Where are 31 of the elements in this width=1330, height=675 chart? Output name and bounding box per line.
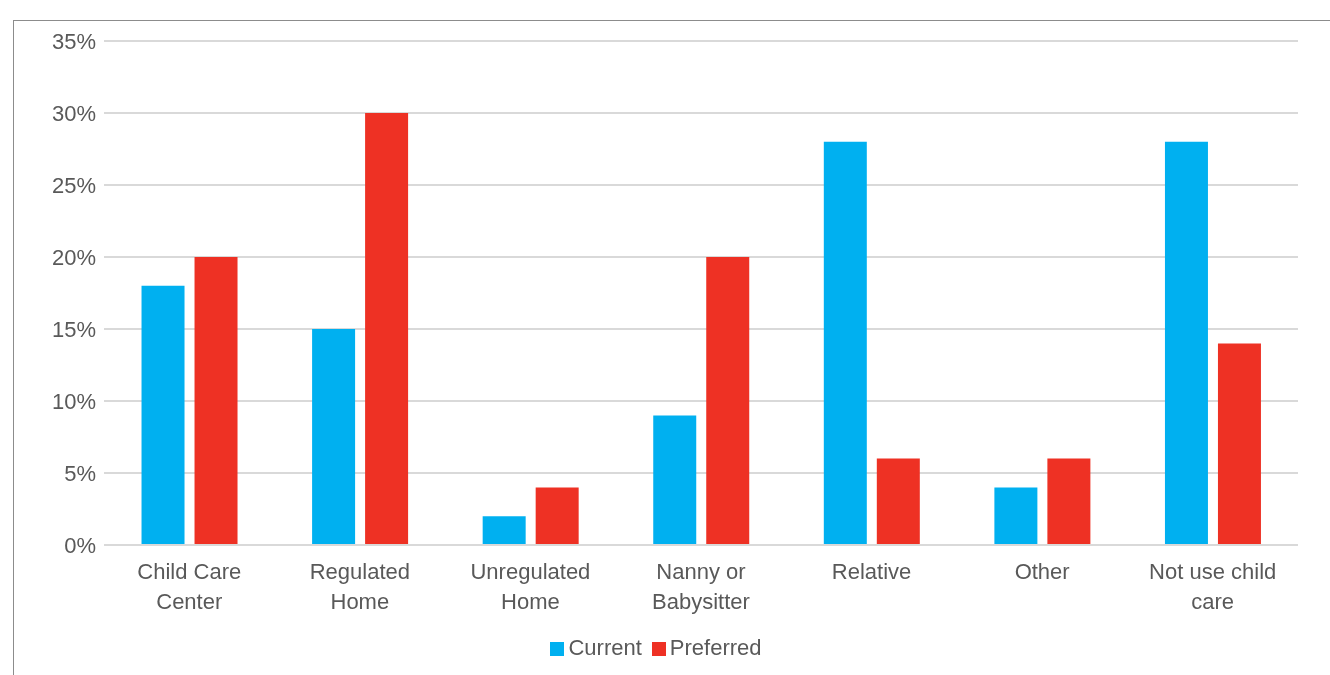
bar [876,458,920,545]
x-tick-label: Child Care Center [137,559,242,614]
y-tick-label: 15% [51,316,96,342]
y-tick-label: 30% [51,100,96,126]
bar [1217,343,1261,545]
bar [194,257,238,545]
y-tick-label: 5% [64,460,96,486]
y-tick-label: 25% [51,172,96,198]
y-tick-label: 10% [51,388,96,414]
bar [1047,458,1091,545]
x-tick-label: Not use child care [1149,559,1277,614]
x-tick-label: Unregulated Home [470,559,591,614]
y-tick-label: 20% [51,244,96,270]
bar [535,487,579,545]
bar [653,415,697,545]
bar [482,516,526,545]
x-tick-label: Regulated Home [309,559,411,614]
bar [1164,141,1208,545]
bar [365,113,409,545]
y-tick-label: 35% [51,28,96,54]
bar [141,285,185,545]
y-tick-label: 0% [64,532,96,558]
x-tick-label: Nanny or Babysitter [652,559,750,614]
legend-label: Current [568,635,642,660]
x-tick-label: Relative [831,559,912,584]
bar [706,257,750,545]
legend-label: Preferred [669,635,762,660]
x-tick-label: Other [1014,559,1070,584]
bar [312,329,356,545]
bar [994,487,1038,545]
bar [823,141,867,545]
